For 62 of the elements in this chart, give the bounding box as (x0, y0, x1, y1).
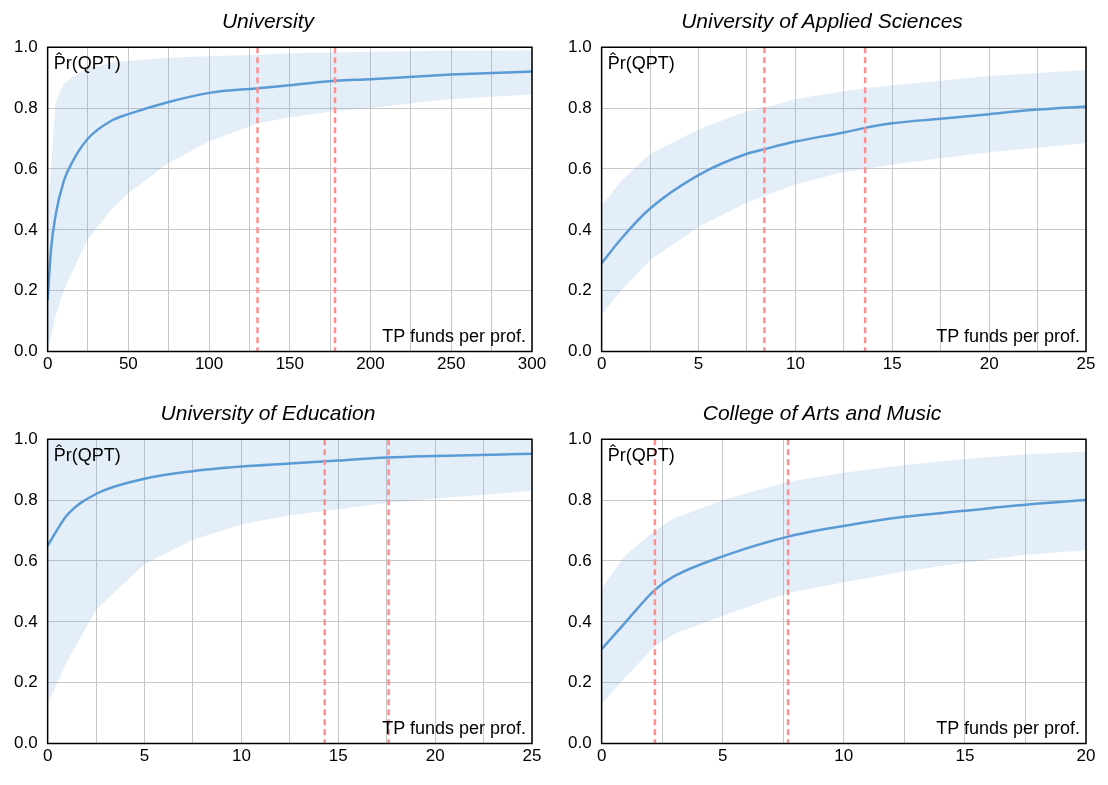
y-tick-label: 1.0 (567, 428, 592, 448)
y-tick-label: 0.4 (567, 611, 592, 631)
y-tick-label: 1.0 (13, 428, 38, 448)
y-tick-label: 1.0 (567, 36, 592, 56)
x-axis-title: TP funds per prof. (936, 325, 1080, 346)
y-axis-title: P̂r(QPT) (53, 444, 121, 466)
x-axis-title: TP funds per prof. (382, 717, 526, 738)
x-tick-label: 20 (979, 354, 999, 374)
chart-title: University of Education (160, 401, 376, 425)
x-tick-label: 10 (834, 746, 854, 766)
x-tick-label: 0 (596, 746, 607, 766)
y-tick-label: 0.8 (567, 489, 592, 509)
line-series (601, 498, 1086, 651)
y-tick-label: 0.2 (567, 280, 592, 300)
y-tick-label: 0.8 (13, 489, 38, 509)
chart-title: University (221, 9, 316, 33)
x-tick-label: 250 (437, 354, 466, 374)
x-tick-label: 300 (517, 354, 547, 374)
y-axis-title: P̂r(QPT) (53, 52, 121, 74)
x-tick-label: 5 (717, 746, 728, 766)
y-tick-label: 0.0 (13, 733, 38, 753)
x-tick-label: 20 (425, 746, 445, 766)
y-tick-label: 0.8 (13, 97, 38, 117)
x-axis-title: TP funds per prof. (936, 717, 1080, 738)
y-tick-label: 0.2 (13, 280, 38, 300)
y-tick-label: 0.6 (567, 158, 592, 178)
x-tick-label: 100 (194, 354, 224, 374)
y-tick-label: 1.0 (13, 36, 38, 56)
y-tick-label: 0.4 (567, 219, 592, 239)
y-tick-label: 0.8 (567, 97, 592, 117)
x-tick-label: 5 (693, 354, 704, 374)
x-tick-label: 15 (955, 746, 975, 766)
y-axis-title: P̂r(QPT) (607, 444, 675, 466)
x-tick-label: 0 (596, 354, 607, 374)
x-tick-label: 25 (522, 746, 542, 766)
x-tick-label: 10 (785, 354, 805, 374)
line-series (601, 105, 1086, 265)
x-tick-label: 15 (882, 354, 902, 374)
x-tick-label: 0 (42, 354, 53, 374)
y-tick-label: 0.6 (567, 550, 592, 570)
y-tick-label: 0.2 (567, 672, 592, 692)
y-tick-label: 0.4 (13, 611, 38, 631)
x-tick-label: 15 (328, 746, 348, 766)
chart-title: College of Arts and Music (702, 401, 942, 425)
y-axis-title: P̂r(QPT) (607, 52, 675, 74)
x-tick-label: 150 (275, 354, 304, 374)
x-tick-label: 20 (1076, 746, 1096, 766)
x-axis-title: TP funds per prof. (382, 325, 526, 346)
y-tick-label: 0.0 (567, 733, 592, 753)
y-tick-label: 0.6 (13, 550, 38, 570)
chart-title: University of Applied Sciences (681, 9, 964, 33)
y-tick-label: 0.6 (13, 158, 38, 178)
x-tick-label: 25 (1076, 354, 1096, 374)
y-tick-label: 0.0 (13, 341, 38, 361)
x-tick-label: 200 (356, 354, 385, 374)
x-tick-label: 50 (118, 354, 138, 374)
y-tick-label: 0.4 (13, 219, 38, 239)
y-tick-label: 0.0 (567, 341, 592, 361)
x-tick-label: 10 (231, 746, 251, 766)
x-tick-label: 5 (139, 746, 150, 766)
x-tick-label: 0 (42, 746, 53, 766)
y-tick-label: 0.2 (13, 672, 38, 692)
